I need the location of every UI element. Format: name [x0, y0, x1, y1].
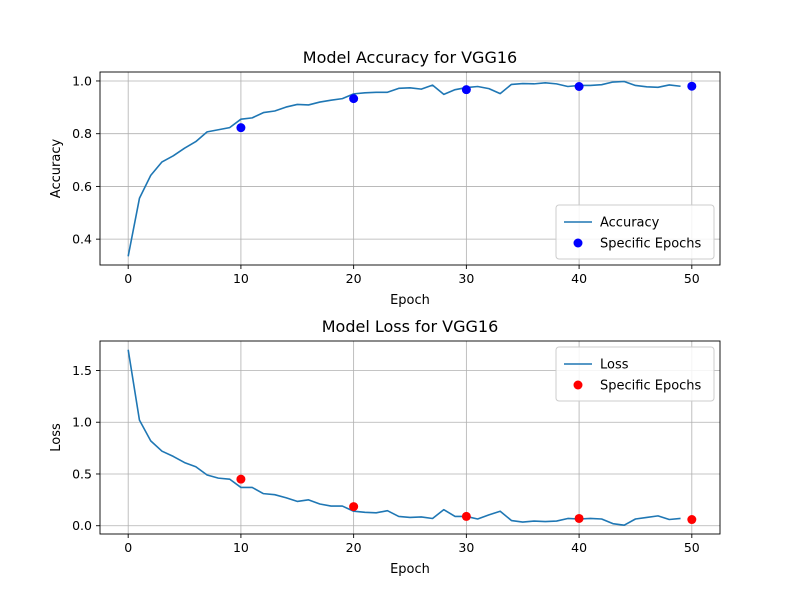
loss-legend-label: Specific Epochs — [600, 379, 702, 394]
accuracy-xtick-label: 0 — [124, 271, 132, 286]
loss-xtick-label: 50 — [684, 540, 700, 555]
loss-legend-marker-swatch — [573, 380, 583, 390]
accuracy-y-axis-label: Accuracy — [49, 139, 64, 199]
accuracy-xtick-label: 50 — [684, 271, 700, 286]
loss-specific-epoch-point — [349, 502, 359, 512]
loss-specific-epoch-point — [574, 513, 584, 523]
accuracy-legend-label: Accuracy — [600, 216, 660, 231]
accuracy-legend-label: Specific Epochs — [600, 237, 702, 252]
accuracy-xtick-label: 40 — [571, 271, 587, 286]
loss-xtick-label: 20 — [346, 540, 362, 555]
accuracy-specific-epoch-point — [687, 81, 697, 91]
loss-specific-epoch-point — [236, 474, 246, 484]
loss-ytick-label: 1.0 — [72, 415, 92, 430]
loss-specific-epoch-point — [461, 511, 471, 521]
loss-xtick-label: 40 — [571, 540, 587, 555]
accuracy-legend-marker-swatch — [573, 238, 583, 248]
loss-series-line — [127, 349, 681, 527]
loss-ytick-label: 0.0 — [72, 518, 92, 533]
loss-legend-box — [555, 346, 715, 402]
accuracy-specific-epoch-point — [236, 123, 246, 133]
loss-xtick-label: 0 — [124, 540, 132, 555]
loss-axes-frame — [99, 340, 721, 535]
accuracy-chart: 0 10 20 30 40 50 0.4 0.6 0.8 1.0 Model Accuracy fo… — [49, 48, 721, 308]
accuracy-x-axis-label: Epoch — [390, 293, 430, 308]
accuracy-legend: Accuracy Specific Epochs — [555, 204, 715, 260]
accuracy-xtick-label: 10 — [233, 271, 249, 286]
accuracy-xtick-label: 30 — [458, 271, 474, 286]
loss-ytick-label: 1.5 — [72, 363, 92, 378]
accuracy-series-line — [127, 80, 681, 257]
accuracy-chart-title: Model Accuracy for VGG16 — [303, 48, 517, 67]
loss-chart-title: Model Loss for VGG16 — [322, 317, 499, 336]
loss-legend: Loss Specific Epochs — [555, 346, 715, 402]
loss-xtick-label: 30 — [458, 540, 474, 555]
accuracy-xtick-label: 20 — [346, 271, 362, 286]
accuracy-legend-box — [555, 204, 715, 260]
loss-legend-label: Loss — [600, 358, 629, 373]
loss-specific-epoch-point — [687, 515, 697, 525]
accuracy-ytick-label: 0.4 — [72, 232, 92, 247]
loss-ytick-label: 0.5 — [72, 466, 92, 481]
accuracy-ytick-label: 0.8 — [72, 126, 92, 141]
loss-chart: 0 10 20 30 40 50 0.0 0.5 1.0 1.5 Model Loss for VG… — [49, 317, 721, 577]
loss-xtick-label: 10 — [233, 540, 249, 555]
loss-y-axis-label: Loss — [49, 423, 64, 452]
loss-x-axis-label: Epoch — [390, 562, 430, 577]
accuracy-specific-epoch-point — [349, 94, 359, 104]
accuracy-specific-epoch-point — [574, 82, 584, 92]
accuracy-ytick-label: 0.6 — [72, 179, 92, 194]
accuracy-ytick-label: 1.0 — [72, 73, 92, 88]
accuracy-axes-frame — [99, 71, 721, 266]
accuracy-specific-epoch-point — [461, 85, 471, 95]
